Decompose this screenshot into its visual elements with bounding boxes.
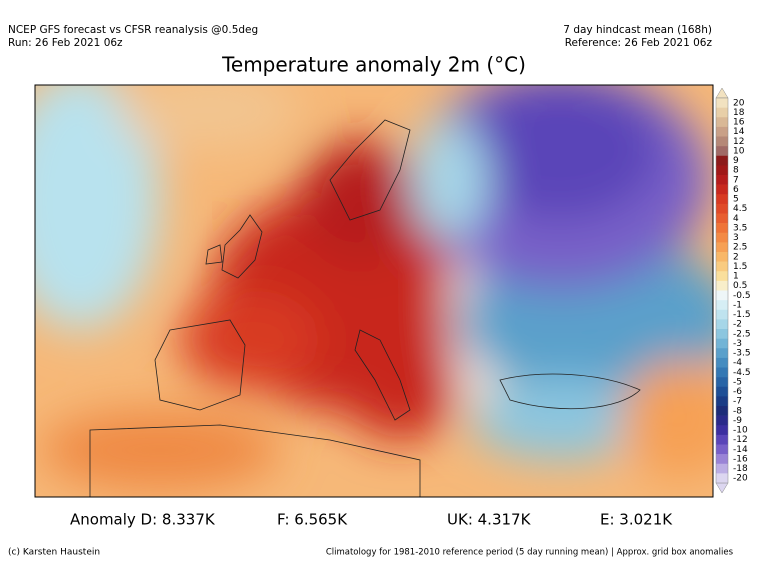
colorbar-box	[716, 184, 728, 195]
colorbar-label: 3.5	[733, 223, 747, 233]
stat: E: 3.021K	[600, 511, 673, 529]
colorbar-frame	[715, 97, 729, 484]
colorbar-box	[716, 232, 728, 243]
colorbar-box	[716, 396, 728, 407]
colorbar-box	[716, 98, 728, 108]
colorbar-label: -2.5	[733, 329, 751, 339]
colorbar-box	[716, 223, 728, 234]
colorbar-label: -6	[733, 387, 742, 397]
colorbar-box	[716, 329, 728, 339]
colorbar-box	[716, 290, 728, 301]
colorbar-label: 1	[733, 272, 739, 282]
colorbar-box	[716, 280, 728, 291]
colorbar-box	[716, 406, 728, 416]
header-left-2: Run: 26 Feb 2021 06z	[8, 37, 123, 49]
colorbar-label: -4.5	[733, 368, 751, 378]
colorbar-box	[716, 175, 728, 185]
colorbar-label: -16	[733, 454, 748, 464]
title: Temperature anomaly 2m (°C)	[221, 53, 526, 77]
colorbar-box	[716, 454, 728, 465]
colorbar-cap	[715, 87, 729, 99]
colorbar-label: 4	[733, 214, 739, 224]
colorbar-label: 18	[733, 108, 745, 118]
colorbar-label: 16	[733, 118, 745, 128]
colorbar-box	[716, 319, 728, 330]
colorbar-box	[716, 415, 728, 426]
header-right-2: Reference: 26 Feb 2021 06z	[565, 37, 713, 49]
map	[35, 85, 713, 497]
map-frame	[34, 84, 714, 498]
colorbar-label: 0.5	[733, 281, 747, 291]
stat: UK: 4.317K	[447, 511, 532, 529]
colorbar-label: -7	[733, 397, 742, 407]
colorbar-box	[716, 348, 728, 359]
colorbar: 201816141210987654.543.532.521.510.5-0.5…	[715, 87, 751, 494]
colorbar-label: 4.5	[733, 204, 747, 214]
colorbar-label: 20	[733, 98, 745, 108]
stat: F: 6.565K	[277, 511, 348, 529]
colorbar-label: 12	[733, 137, 744, 147]
colorbar-label: -8	[733, 406, 742, 416]
colorbar-box	[716, 271, 728, 282]
colorbar-label: 7	[733, 175, 739, 185]
colorbar-label: -0.5	[733, 291, 751, 301]
colorbar-cap	[715, 482, 729, 494]
stat: Anomaly D: 8.337K	[70, 511, 216, 529]
colorbar-label: 1.5	[733, 262, 747, 272]
colorbar-label: -12	[733, 435, 748, 445]
colorbar-label: -4	[733, 358, 742, 368]
colorbar-box	[716, 155, 728, 166]
colorbar-label: -3.5	[733, 349, 751, 359]
colorbar-box	[716, 463, 728, 474]
colorbar-label: 5	[733, 195, 739, 205]
colorbar-box	[716, 117, 728, 128]
colorbar-label: 3	[733, 233, 739, 243]
header-right-1: 7 day hindcast mean (168h)	[563, 24, 712, 36]
colorbar-label: -3	[733, 339, 742, 349]
footer-right: Climatology for 1981-2010 reference peri…	[326, 548, 734, 558]
colorbar-label: 14	[733, 127, 745, 137]
colorbar-box	[716, 338, 728, 349]
colorbar-box	[716, 357, 728, 368]
colorbar-label: -1	[733, 300, 742, 310]
colorbar-box	[716, 473, 728, 484]
colorbar-label: -10	[733, 426, 748, 436]
colorbar-box	[716, 242, 728, 253]
colorbar-box	[716, 377, 728, 388]
colorbar-box	[716, 252, 728, 262]
footer-left: (c) Karsten Haustein	[8, 548, 100, 558]
colorbar-label: -1.5	[733, 310, 751, 320]
colorbar-box	[716, 309, 728, 320]
colorbar-box	[716, 203, 728, 214]
colorbar-box	[716, 136, 728, 147]
colorbar-label: 2.5	[733, 243, 747, 253]
colorbar-box	[716, 367, 728, 378]
colorbar-label: -14	[733, 445, 748, 455]
colorbar-box	[716, 194, 728, 205]
colorbar-box	[716, 261, 728, 272]
colorbar-label: 6	[733, 185, 739, 195]
colorbar-box	[716, 146, 728, 157]
colorbar-box	[716, 165, 728, 176]
colorbar-box	[716, 213, 728, 224]
colorbar-box	[716, 300, 728, 311]
colorbar-label: 8	[733, 166, 739, 176]
header-left-1: NCEP GFS forecast vs CFSR reanalysis @0.…	[8, 24, 258, 36]
colorbar-box	[716, 386, 728, 397]
colorbar-label: -20	[733, 474, 748, 484]
colorbar-box	[716, 444, 728, 455]
colorbar-box	[716, 107, 728, 118]
colorbar-label: 2	[733, 252, 739, 262]
colorbar-label: 10	[733, 146, 745, 156]
colorbar-box	[716, 126, 728, 137]
colorbar-label: -5	[733, 377, 742, 387]
colorbar-label: -9	[733, 416, 742, 426]
colorbar-label: -18	[733, 464, 748, 474]
colorbar-box	[716, 434, 728, 445]
colorbar-label: 9	[733, 156, 739, 166]
colorbar-box	[716, 425, 728, 436]
colorbar-label: -2	[733, 320, 742, 330]
